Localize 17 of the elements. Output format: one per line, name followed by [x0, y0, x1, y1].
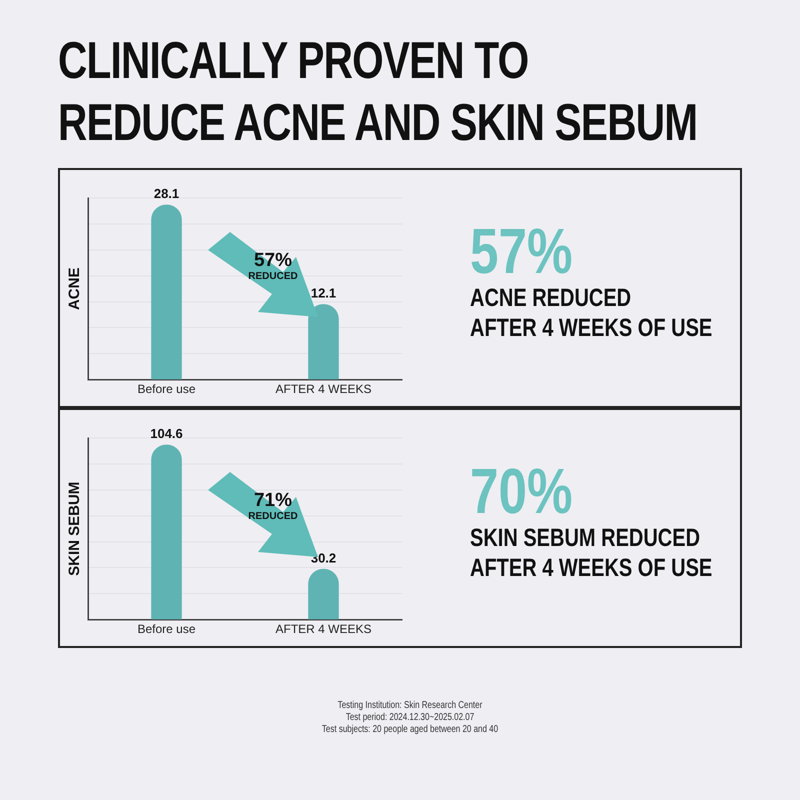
- chart-title: CLINICALLY PROVEN TO REDUCE ACNE AND SKIN SEBUM: [58, 31, 698, 154]
- text: Test period: 2024.12.30~2025.02.07: [344, 712, 476, 724]
- data-label: 12.1: [310, 285, 336, 300]
- y-axis-title: SKIN SEBUM: [66, 482, 84, 576]
- data-label: 104.6: [150, 426, 183, 442]
- annotation: REDUCED: [247, 271, 299, 282]
- x-tick-label: AFTER 4 WEEKS: [275, 622, 372, 636]
- text: Testing Institution: Skin Research Center: [336, 700, 484, 712]
- data-label: 28.1: [154, 186, 180, 202]
- annotation: REDUCED: [247, 511, 299, 522]
- text: AFTER 4 WEEKS OF USE: [470, 554, 712, 583]
- x-tick-label: Before use: [137, 382, 196, 396]
- x-tick-label: AFTER 4 WEEKS: [275, 382, 372, 396]
- text: AFTER 4 WEEKS OF USE: [470, 314, 712, 343]
- x-tick-label: Before use: [137, 622, 196, 636]
- y-axis-title: ACNE: [66, 268, 84, 310]
- text: Test subjects: 20 people aged between 20 and 40: [320, 724, 500, 736]
